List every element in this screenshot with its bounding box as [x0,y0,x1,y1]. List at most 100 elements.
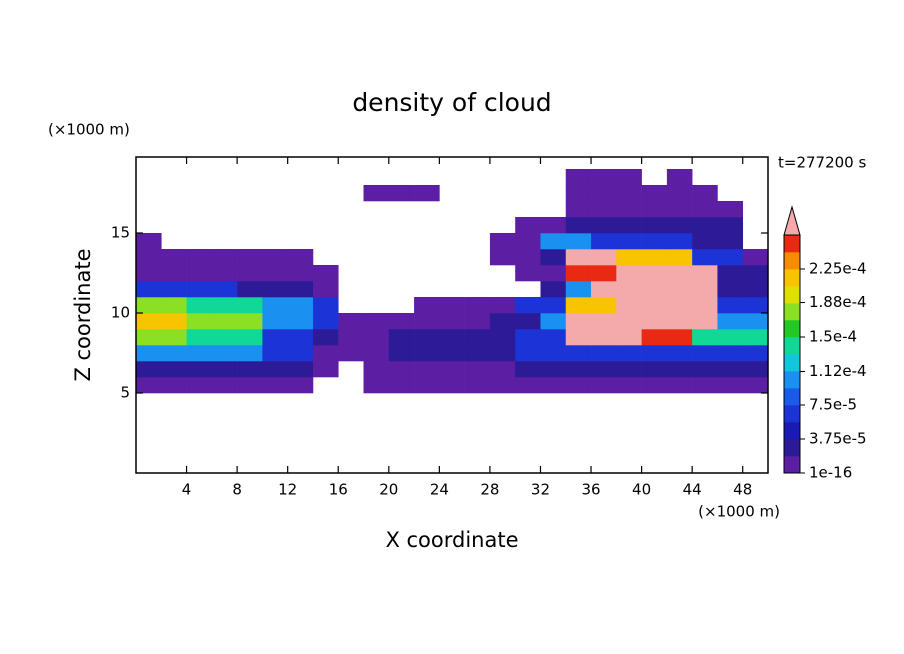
cell [287,281,314,298]
cell [692,233,718,250]
cell [540,281,567,298]
x-tick-label: 8 [232,481,242,499]
cell [565,313,592,330]
cell [616,249,642,266]
cell [565,265,592,282]
cell [136,233,162,250]
cell [262,377,288,394]
y-unit: (×1000 m) [48,121,130,139]
cell [363,361,390,378]
cell [515,361,541,378]
cell [717,313,744,330]
cell [388,377,415,394]
field [136,169,769,394]
cell [388,345,415,362]
cell [136,377,162,394]
cell [591,377,617,394]
cell [439,377,465,394]
colorbar-band [784,320,800,338]
cell [161,249,187,266]
colorbar-label: 1.88e-4 [809,293,867,311]
cell [287,265,314,282]
cell [591,217,617,234]
cell [439,313,465,330]
colorbar-band [784,371,800,389]
cell [515,233,541,250]
x-tick-label: 28 [480,481,499,499]
cell [439,297,465,314]
cell [717,233,744,250]
cell [666,297,693,314]
cell [161,345,187,362]
x-tick-label: 48 [733,481,752,499]
cell [540,249,567,266]
cell [641,281,668,298]
cell [262,361,288,378]
x-unit: (×1000 m) [698,503,780,521]
cell [515,217,541,234]
cell [742,265,769,282]
cell [616,329,642,346]
cell [666,185,693,202]
cell [211,297,238,314]
cell [666,265,693,282]
cell [641,265,668,282]
cell [540,313,567,330]
cell [136,265,162,282]
cell [641,217,668,234]
y-axis-label: Z coordinate [71,248,95,381]
colorbar-band [784,252,800,270]
cell [489,361,516,378]
cell [742,361,769,378]
cell [414,297,440,314]
cell [211,313,238,330]
cell [388,361,415,378]
cell [591,329,617,346]
cell [616,217,642,234]
cell [262,329,288,346]
cell [464,345,491,362]
cell [439,345,465,362]
cell [161,265,187,282]
cell [489,249,516,266]
cell [388,185,415,202]
cell [515,265,541,282]
cell [262,281,288,298]
cell [692,313,718,330]
cell [641,329,668,346]
cell [666,233,693,250]
cell [262,249,288,266]
cell [565,185,592,202]
cell [186,345,213,362]
cell [591,233,617,250]
cell [515,377,541,394]
x-axis-label: X coordinate [385,528,518,552]
cell [186,313,213,330]
x-tick-label: 40 [632,481,651,499]
cell [692,249,718,266]
cell [717,329,744,346]
cell [616,265,642,282]
cell [641,345,668,362]
cell [565,169,592,186]
cell [666,345,693,362]
cell [641,297,668,314]
cell [312,281,339,298]
cell [312,329,339,346]
y-tick-label: 5 [120,384,130,402]
cell [591,249,617,266]
cell [211,377,238,394]
cell [312,297,339,314]
colorbar-label: 1.5e-4 [809,328,857,346]
cell [363,345,390,362]
cell [540,361,567,378]
cell [237,297,263,314]
x-tick-label: 20 [379,481,398,499]
cell [186,249,213,266]
cell [717,217,744,234]
cell [591,185,617,202]
colorbar-band [784,269,800,287]
cell [692,217,718,234]
cell [414,361,440,378]
cell [161,313,187,330]
